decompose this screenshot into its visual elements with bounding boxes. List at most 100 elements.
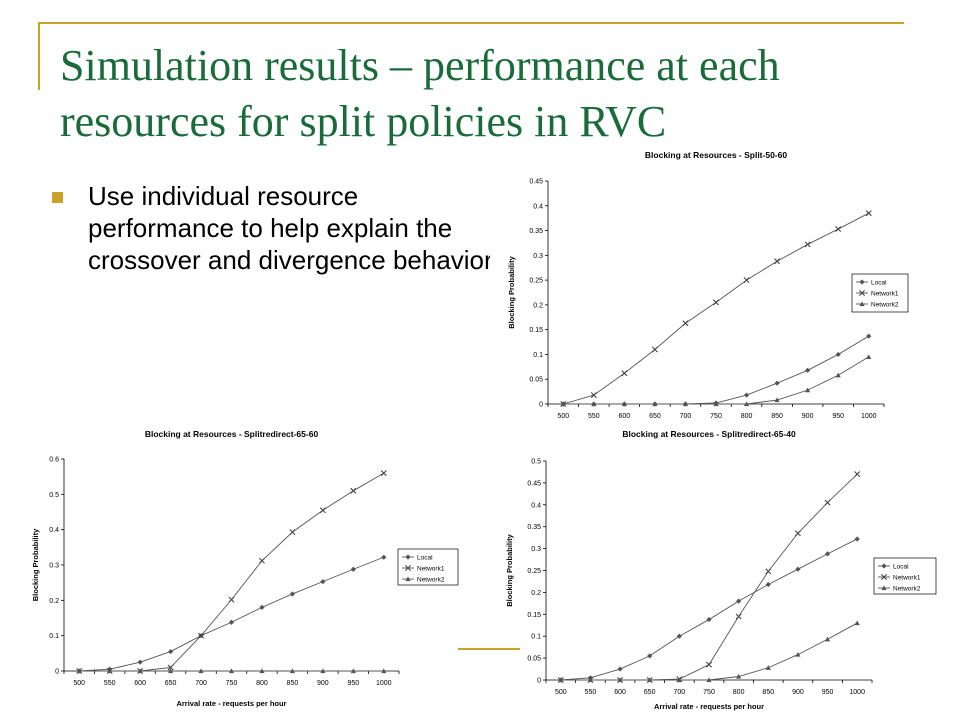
point-local (854, 536, 860, 542)
x-tick-label: 600 (614, 689, 626, 696)
x-tick-label: 800 (733, 689, 745, 696)
point-local (320, 579, 326, 585)
point-local (289, 591, 296, 597)
y-tick-label: 0.6 (49, 457, 59, 464)
point-local (795, 566, 801, 572)
x-tick-label: 550 (104, 680, 116, 687)
series-line-network1 (560, 473, 858, 681)
point-network1 (824, 499, 831, 506)
point-network2 (621, 401, 627, 407)
y-tick-label: 0.25 (529, 278, 543, 285)
series-line-network1 (563, 212, 869, 405)
point-network2 (228, 668, 235, 674)
chart-splitredirect-65-60: Blocking at Resources - Splitredirect-65… (20, 424, 500, 714)
legend-label-local: Local (893, 564, 909, 571)
point-network1 (289, 529, 296, 536)
point-network2 (289, 668, 296, 674)
series-line-local (560, 538, 858, 681)
point-network1 (765, 568, 772, 575)
point-network1 (380, 470, 387, 477)
point-local (617, 666, 623, 672)
chart-title: Blocking at Resources - Splitredirect-65… (145, 429, 319, 439)
x-tick-label: 800 (741, 413, 753, 420)
point-network1 (854, 471, 861, 478)
legend-marker-local (859, 279, 865, 285)
point-network1 (350, 487, 357, 494)
chart-title: Blocking at Resources - Splitredirect-65… (622, 429, 796, 439)
point-local (805, 367, 811, 373)
x-tick-label: 950 (832, 413, 844, 420)
y-tick-label: 0.15 (527, 612, 541, 619)
point-network2 (560, 401, 566, 407)
chart-splitredirect-65-40: Blocking at Resources - Splitredirect-65… (490, 424, 950, 716)
point-network1 (865, 210, 872, 217)
point-network1 (713, 299, 719, 306)
point-network2 (107, 668, 113, 674)
point-network1 (706, 661, 712, 668)
x-tick-label: 900 (802, 413, 814, 420)
chart-title: Blocking at Resources - Split-50-60 (645, 150, 787, 160)
x-tick-label: 700 (674, 689, 686, 696)
series-line-local (563, 335, 869, 405)
x-tick-label: 950 (822, 689, 834, 696)
point-network1 (743, 277, 750, 284)
y-tick-label: 0 (537, 678, 541, 685)
point-network2 (350, 668, 356, 674)
x-tick-label: 750 (703, 689, 715, 696)
point-network2 (381, 668, 387, 674)
legend-label-network1: Network1 (871, 291, 899, 298)
point-network1 (804, 241, 811, 248)
point-local (647, 653, 653, 659)
x-tick-label: 550 (585, 689, 597, 696)
y-tick-label: 0.25 (527, 568, 541, 575)
legend-label-network1: Network1 (893, 575, 921, 582)
chart-split-50-60: Blocking at Resources - Split-50-60 0 0.05… (490, 146, 910, 446)
point-local (381, 554, 387, 560)
point-network1 (835, 226, 842, 233)
y-tick-label: 0.15 (529, 327, 543, 334)
point-network2 (76, 668, 82, 674)
point-network1 (198, 632, 205, 639)
y-tick-label: 0.3 (531, 546, 541, 553)
y-axis-label: Blocking Probability (31, 528, 40, 601)
point-network2 (558, 677, 564, 683)
series-line-network2 (563, 356, 869, 405)
point-local (743, 392, 750, 398)
series-line-network2 (560, 622, 858, 681)
y-tick-label: 0.2 (49, 598, 59, 605)
point-local (866, 333, 872, 339)
title-rule-line (38, 22, 904, 24)
point-network1 (167, 664, 174, 671)
point-network1 (319, 507, 326, 514)
point-network2 (591, 401, 597, 407)
bullet-text: Use individual resource performance to h… (88, 181, 493, 275)
point-network2 (617, 677, 623, 683)
bullet-square-icon (52, 192, 63, 203)
point-local (259, 604, 265, 610)
y-tick-label: 0.45 (529, 179, 543, 186)
legend-marker-network2 (859, 301, 865, 307)
x-tick-label: 700 (195, 680, 207, 687)
y-tick-label: 0.05 (527, 656, 541, 663)
point-network1 (735, 613, 742, 620)
x-axis-label: Arrival rate - requests per hour (654, 702, 764, 711)
x-tick-label: 500 (557, 413, 569, 420)
point-network2 (706, 677, 712, 683)
y-axis-label: Blocking Probability (505, 533, 514, 606)
x-tick-label: 850 (287, 680, 299, 687)
point-local (835, 351, 841, 358)
point-local (137, 659, 143, 665)
legend-label-network2: Network2 (871, 302, 899, 309)
point-network2 (854, 620, 860, 626)
point-local (167, 648, 174, 655)
point-network1 (621, 370, 628, 377)
point-network2 (805, 387, 811, 393)
x-tick-label: 500 (555, 689, 567, 696)
point-local (350, 566, 356, 572)
x-tick-label: 600 (134, 680, 146, 687)
x-tick-label: 850 (762, 689, 774, 696)
y-tick-label: 0.4 (533, 203, 543, 210)
point-network1 (794, 530, 801, 537)
point-network2 (167, 668, 174, 674)
point-network2 (137, 668, 143, 674)
